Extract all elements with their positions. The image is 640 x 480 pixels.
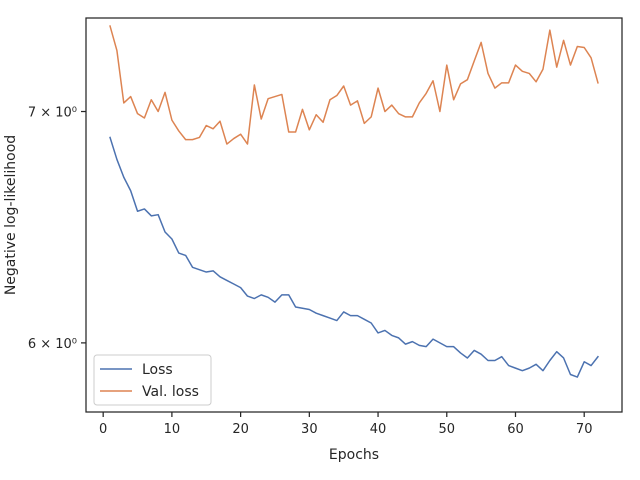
legend-box — [93, 354, 212, 406]
x-tick-label: 40 — [370, 422, 387, 437]
x-tick-label: 0 — [99, 422, 107, 437]
legend-label-loss: Loss — [142, 362, 173, 378]
x-tick-label: 10 — [164, 422, 181, 437]
series-line-val-loss — [109, 25, 599, 145]
y-axis: 6 × 10⁰ 7 × 10⁰ — [28, 106, 86, 352]
x-axis: 0 10 20 30 40 50 60 70 — [99, 412, 592, 437]
y-axis-label: Negative log-likelihood — [3, 135, 19, 295]
axes-frame — [85, 17, 623, 413]
legend: Loss Val. loss — [93, 354, 212, 406]
x-tick-label: 50 — [438, 422, 455, 437]
x-tick-label: 30 — [301, 422, 318, 437]
legend-label-val-loss: Val. loss — [142, 384, 199, 400]
x-axis-label: Epochs — [329, 447, 379, 463]
series-line-loss — [109, 136, 600, 378]
series-layer — [109, 25, 600, 378]
x-tick-label: 70 — [576, 422, 593, 437]
x-tick-label: 20 — [232, 422, 249, 437]
y-tick-label: 7 × 10⁰ — [28, 106, 77, 121]
y-tick-label: 6 × 10⁰ — [28, 337, 77, 352]
x-tick-label: 60 — [507, 422, 524, 437]
